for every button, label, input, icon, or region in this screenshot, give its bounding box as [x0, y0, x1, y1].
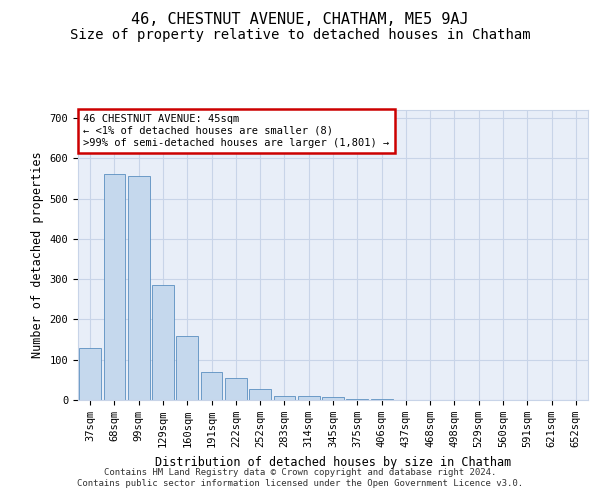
Bar: [79, 348, 101, 400]
Bar: [298, 396, 320, 400]
Bar: [152, 285, 174, 400]
Text: 46 CHESTNUT AVENUE: 45sqm
← <1% of detached houses are smaller (8)
>99% of semi-: 46 CHESTNUT AVENUE: 45sqm ← <1% of detac…: [83, 114, 389, 148]
Y-axis label: Number of detached properties: Number of detached properties: [31, 152, 44, 358]
Bar: [322, 397, 344, 400]
Bar: [274, 396, 295, 400]
Text: Size of property relative to detached houses in Chatham: Size of property relative to detached ho…: [70, 28, 530, 42]
Text: Contains HM Land Registry data © Crown copyright and database right 2024.
Contai: Contains HM Land Registry data © Crown c…: [77, 468, 523, 487]
X-axis label: Distribution of detached houses by size in Chatham: Distribution of detached houses by size …: [155, 456, 511, 468]
Bar: [371, 399, 392, 400]
Bar: [346, 399, 368, 400]
Bar: [104, 174, 125, 400]
Bar: [128, 176, 149, 400]
Bar: [225, 378, 247, 400]
Bar: [249, 388, 271, 400]
Bar: [176, 336, 198, 400]
Text: 46, CHESTNUT AVENUE, CHATHAM, ME5 9AJ: 46, CHESTNUT AVENUE, CHATHAM, ME5 9AJ: [131, 12, 469, 28]
Bar: [200, 372, 223, 400]
